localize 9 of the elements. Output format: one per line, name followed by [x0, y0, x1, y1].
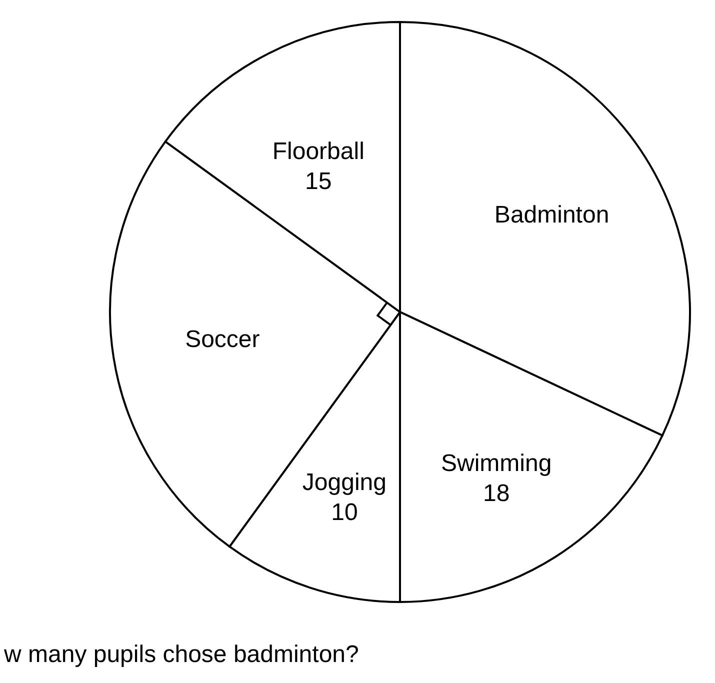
slice-label: Jogging [302, 469, 386, 496]
text: w many pupils chose badminton? [3, 641, 359, 668]
data-label: 18 [482, 480, 510, 507]
slice-label: Badminton [494, 202, 610, 229]
data-label: 15 [305, 168, 332, 195]
slice-label: Floorball [272, 138, 364, 165]
data-label: 10 [331, 499, 358, 526]
slice-label: Swimming [441, 450, 552, 477]
slice-label: Soccer [185, 326, 260, 354]
